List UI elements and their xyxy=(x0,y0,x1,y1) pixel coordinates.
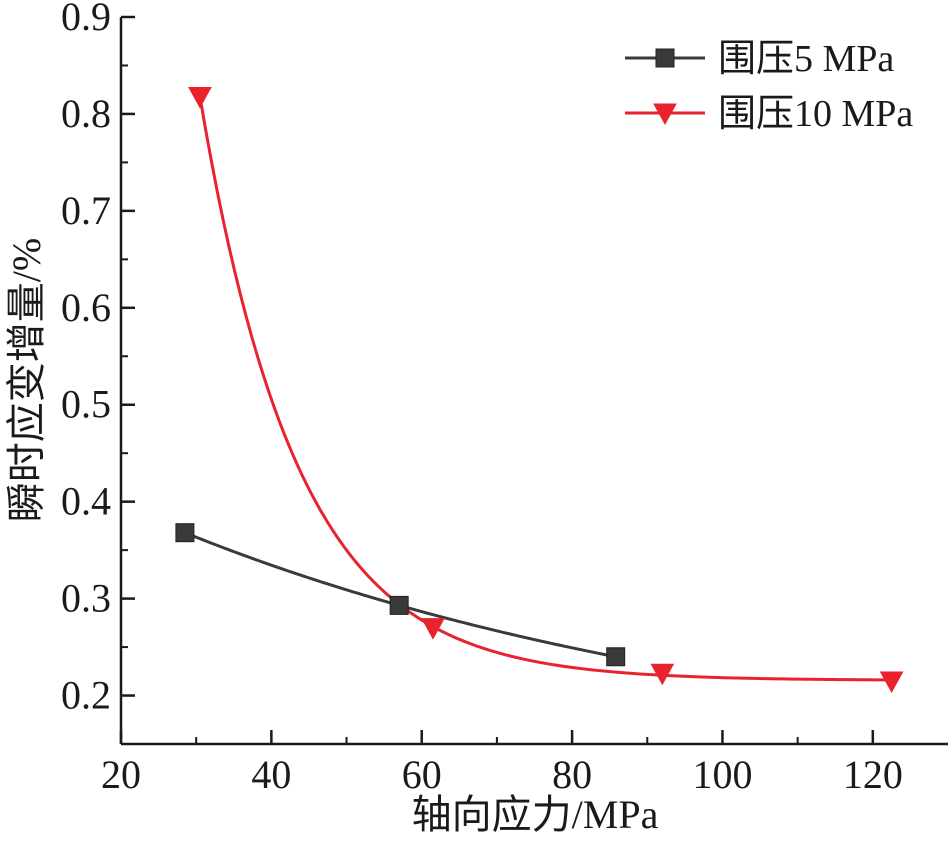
series-0-point xyxy=(175,523,195,543)
legend-marker xyxy=(655,48,675,68)
series-0-point xyxy=(389,595,409,615)
series-0-point xyxy=(606,647,626,667)
x-tick-label: 80 xyxy=(552,752,592,797)
legend: 围压5 MPa 围压10 MPa xyxy=(625,38,913,135)
fitted-curves xyxy=(184,96,892,682)
y-tick-label: 0.6 xyxy=(61,285,111,330)
series-1-point xyxy=(650,663,675,686)
axes: 20 40 60 80 100 120 0.2 0.3 0.4 0.5 0.6 0.7 0.8 0.9 xyxy=(61,0,948,797)
y-tick-label: 0.7 xyxy=(61,188,111,233)
legend-label: 围压10 MPa xyxy=(718,93,913,135)
legend-item: 围压10 MPa xyxy=(625,93,913,135)
y-tick-label: 0.5 xyxy=(61,382,111,427)
y-tick-label: 0.8 xyxy=(61,91,111,136)
series-curve-1 xyxy=(198,96,892,682)
series-1-point xyxy=(188,86,212,109)
y-tick-label: 0.9 xyxy=(61,0,111,39)
x-tick-label: 20 xyxy=(101,752,141,797)
y-tick-label: 0.3 xyxy=(61,576,111,621)
x-tick-label: 100 xyxy=(692,752,752,797)
series-curve-0 xyxy=(184,531,616,659)
x-axis-title: 轴向应力/MPa xyxy=(412,792,659,837)
data-points xyxy=(175,86,904,694)
y-tick-label: 0.2 xyxy=(61,673,111,718)
legend-item: 围压5 MPa xyxy=(625,38,894,80)
legend-marker xyxy=(653,103,677,126)
x-tick-label: 40 xyxy=(251,752,291,797)
series-1-point xyxy=(879,671,904,694)
y-axis-title: 瞬时应变增量/% xyxy=(4,238,49,522)
legend-label: 围压5 MPa xyxy=(718,38,894,80)
x-tick-label: 60 xyxy=(402,752,442,797)
x-tick-label: 120 xyxy=(843,752,903,797)
series-1-point xyxy=(421,618,445,640)
y-tick-label: 0.4 xyxy=(61,479,111,524)
